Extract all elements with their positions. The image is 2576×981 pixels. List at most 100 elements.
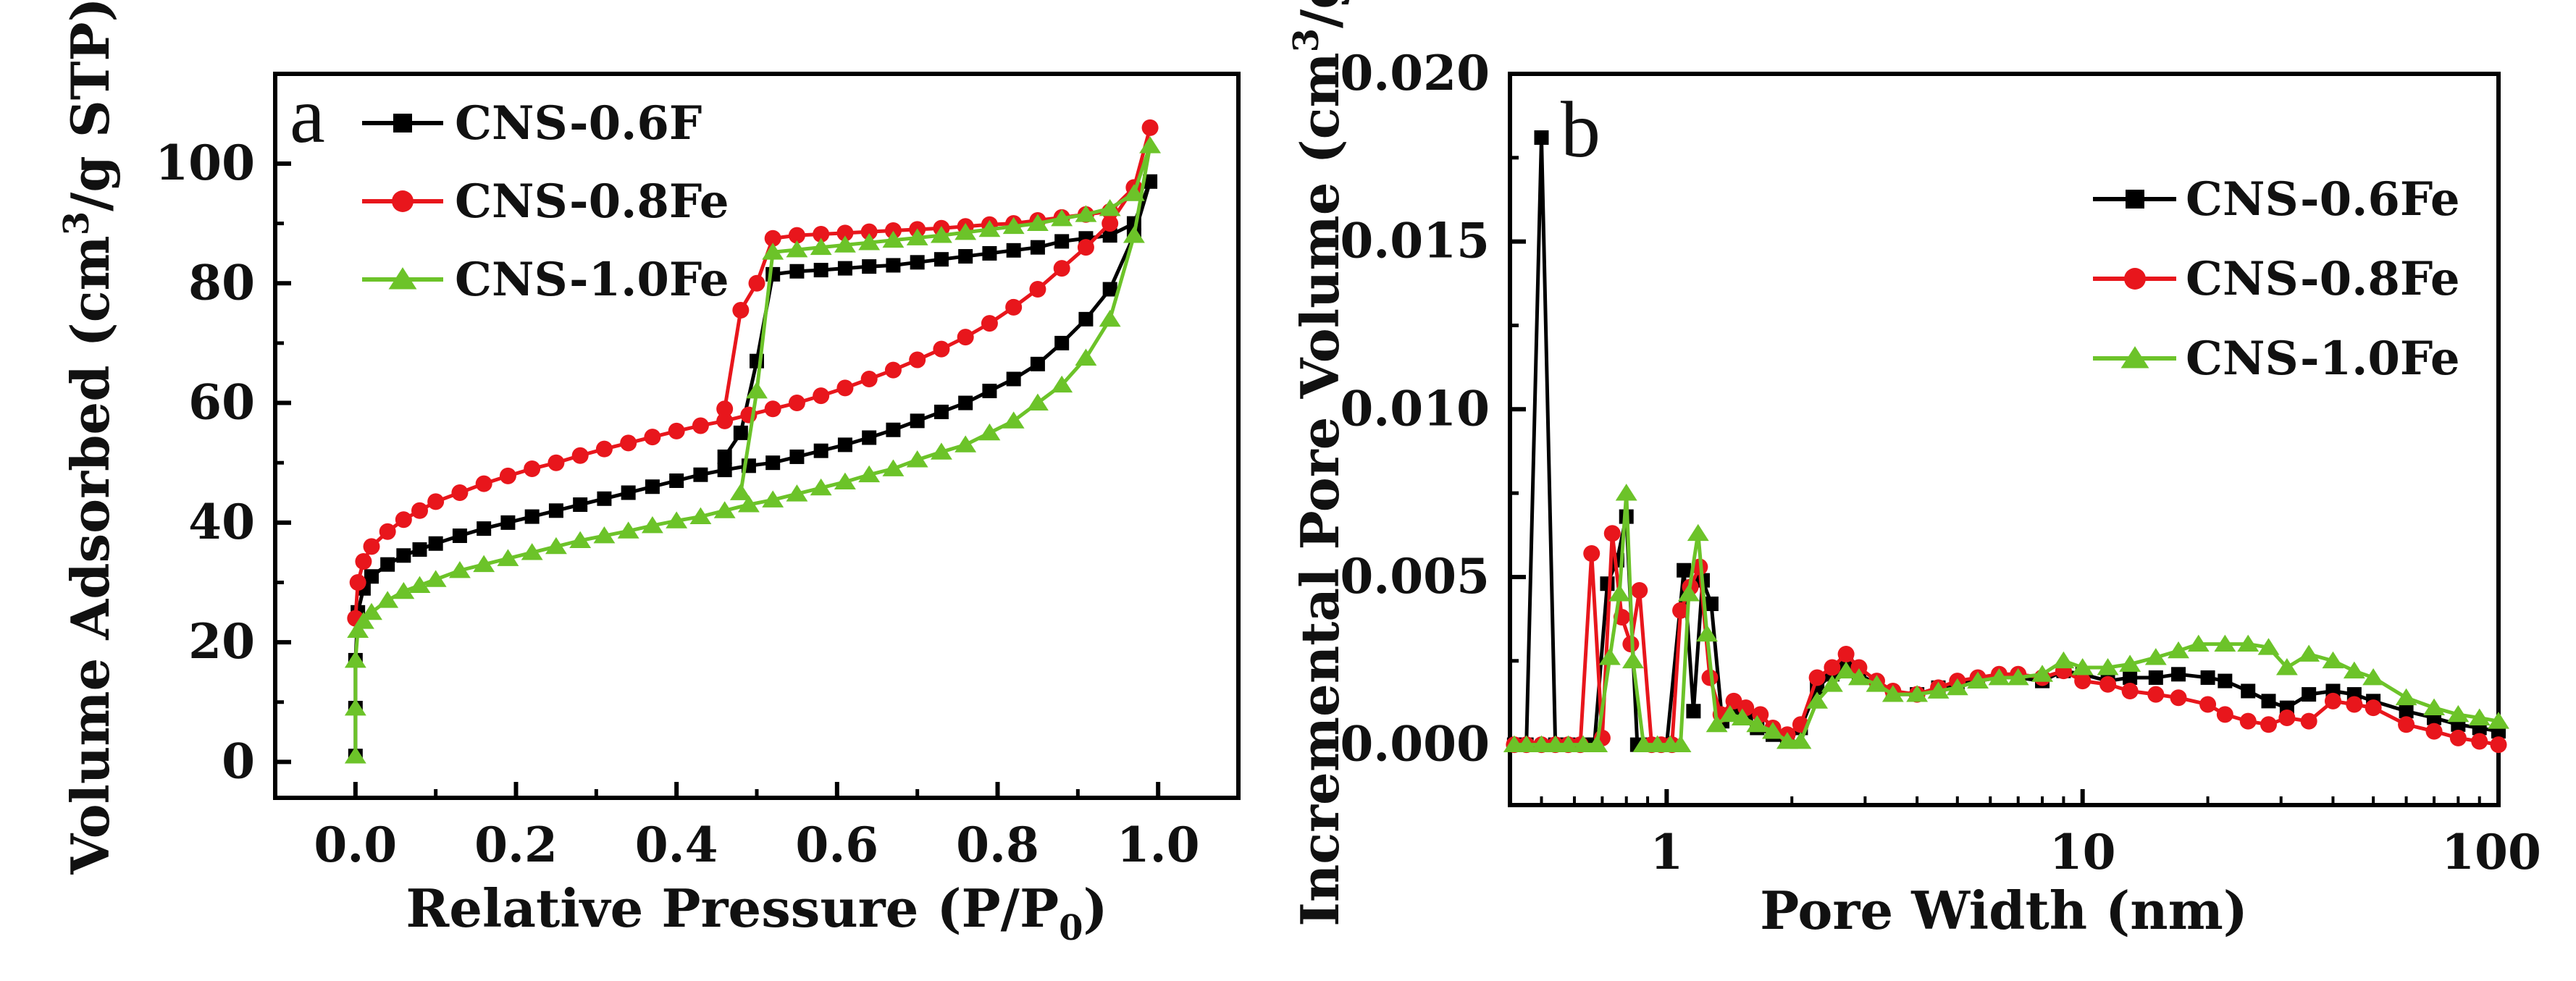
panel-a-point-cns-0-6f bbox=[934, 252, 949, 267]
panel-a-point-cns-0-8fe bbox=[884, 222, 902, 240]
panel-a-line-cns-1-0fe bbox=[353, 143, 1152, 757]
panel-a-point-cns-0-6f bbox=[886, 422, 901, 437]
panel-a-point-cns-0-8fe bbox=[1053, 260, 1070, 277]
panel-b-x-tick-label: 100 bbox=[2441, 824, 2541, 880]
panel-a-point-cns-1-0fe bbox=[858, 465, 881, 483]
panel-a-point-cns-1-0fe bbox=[569, 531, 592, 549]
panel-b-point-cns-1-0fe bbox=[2362, 668, 2385, 686]
panel-a-point-cns-1-0fe bbox=[1139, 136, 1162, 153]
panel-a-point-cns-0-8fe bbox=[395, 511, 412, 529]
panel-b-point-cns-0-8fe bbox=[2074, 673, 2092, 690]
panel-b-point-cns-0-6fe bbox=[2218, 673, 2233, 689]
panel-a-point-cns-0-6f bbox=[1102, 282, 1117, 297]
panel-a-point-cns-0-6f bbox=[934, 404, 949, 419]
panel-a-point-cns-1-0fe bbox=[1026, 214, 1049, 232]
panel-a-point-cns-0-6f bbox=[1102, 228, 1117, 243]
panel-b-y-tick-label: 0.005 bbox=[1340, 548, 1490, 605]
panel-a-point-cns-1-0fe bbox=[1075, 348, 1097, 366]
panel-b-point-cns-1-0fe bbox=[1677, 584, 1700, 602]
panel-b-point-cns-0-6fe bbox=[1534, 130, 1549, 146]
panel-b-point-cns-1-0fe bbox=[2237, 634, 2260, 652]
panel-a-point-cns-1-0fe bbox=[978, 219, 1001, 237]
panel-b-point-cns-0-6fe bbox=[2200, 670, 2215, 685]
panel-a-point-cns-0-8fe bbox=[981, 315, 998, 332]
panel-b-point-cns-1-0fe bbox=[1608, 584, 1631, 602]
panel-a-point-cns-0-8fe bbox=[957, 329, 974, 346]
panel-a-point-cns-1-0fe bbox=[762, 243, 784, 260]
panel-b-point-cns-1-0fe bbox=[1586, 735, 1608, 753]
panel-a-plot-frame bbox=[273, 72, 1241, 800]
panel-a-point-cns-0-6f bbox=[621, 485, 636, 500]
panel-b-point-cns-0-8fe bbox=[1701, 669, 1719, 686]
panel-b-point-cns-0-6fe bbox=[1686, 704, 1701, 719]
panel-a-point-cns-0-8fe bbox=[836, 379, 854, 397]
panel-b-point-cns-0-8fe bbox=[2398, 716, 2415, 733]
panel-a-point-cns-0-8fe bbox=[716, 412, 734, 429]
panel-a-point-cns-0-8fe bbox=[813, 387, 830, 405]
panel-a-point-cns-0-6f bbox=[837, 261, 852, 276]
panel-a-y-tick-label: 60 bbox=[188, 374, 255, 431]
panel-a-point-cns-0-6f bbox=[717, 463, 732, 478]
panel-a-x-tick-label: 0.2 bbox=[474, 817, 558, 873]
panel-b-point-cns-0-8fe bbox=[2425, 723, 2443, 740]
panel-a-point-cns-1-0fe bbox=[666, 511, 688, 529]
panel-b-point-cns-0-8fe bbox=[2170, 689, 2187, 707]
panel-b-point-cns-1-0fe bbox=[2097, 658, 2119, 675]
panel-b-point-cns-1-0fe bbox=[2052, 651, 2075, 669]
panel-b-point-cns-1-0fe bbox=[1731, 708, 1753, 725]
panel-b-point-cns-1-0fe bbox=[1835, 661, 1858, 679]
panel-a-point-cns-1-0fe bbox=[344, 699, 366, 716]
panel-a-point-cns-1-0fe bbox=[1075, 205, 1097, 222]
panel-b-point-cns-1-0fe bbox=[2257, 638, 2280, 655]
panel-a-point-cns-0-6f bbox=[1006, 243, 1021, 258]
panel-b-point-cns-1-0fe bbox=[2343, 661, 2365, 679]
panel-a-point-cns-1-0fe bbox=[689, 507, 712, 524]
panel-b-point-cns-1-0fe bbox=[1621, 651, 1644, 669]
panel-b-point-cns-0-8fe bbox=[1837, 646, 1855, 663]
panel-a-isotherm-chart: 0 20 40 60 80 100 0.0 0.2 0.4 0.6 0.8 1.0 a CNS-0.… bbox=[56, 0, 1241, 948]
panel-a-point-cns-0-8fe bbox=[547, 454, 565, 471]
panel-b-point-cns-1-0fe bbox=[1946, 678, 1968, 696]
panel-b-pore-distribution-chart: 0.000 0.005 0.010 0.015 0.020 1 10 100 b CNS-0… bbox=[1286, 0, 2541, 941]
panel-b-point-cns-1-0fe bbox=[1572, 735, 1595, 753]
panel-b-y-tick-label: 0.020 bbox=[1340, 45, 1490, 101]
panel-b-point-cns-1-0fe bbox=[1615, 484, 1637, 501]
panel-a-point-cns-0-6f bbox=[396, 548, 411, 563]
panel-a-x-tick-label: 0.8 bbox=[956, 817, 1039, 873]
panel-b-point-cns-1-0fe bbox=[1821, 675, 1843, 692]
panel-b-x-axis: 1 10 100 bbox=[1540, 789, 2541, 880]
panel-a-point-cns-1-0fe bbox=[1002, 411, 1025, 429]
panel-b-point-cns-1-0fe bbox=[2488, 712, 2509, 729]
panel-b-point-cns-1-0fe bbox=[2168, 641, 2189, 659]
panel-b-point-cns-0-8fe bbox=[2490, 736, 2507, 754]
panel-a-point-cns-0-6f bbox=[364, 569, 379, 584]
panel-a-point-cns-1-0fe bbox=[746, 382, 768, 399]
panel-a-point-cns-1-0fe bbox=[930, 442, 952, 460]
panel-a-point-cns-0-8fe bbox=[748, 274, 765, 292]
panel-a-letter: a bbox=[290, 71, 325, 159]
panel-b-point-cns-1-0fe bbox=[1598, 648, 1621, 665]
panel-b-x-axis-title: Pore Width (nm) bbox=[1760, 880, 2248, 941]
panel-a-point-cns-0-6f bbox=[765, 266, 781, 282]
panel-a-point-cns-0-8fe bbox=[475, 475, 492, 492]
panel-a-point-cns-0-6f bbox=[1030, 356, 1045, 371]
panel-a-point-cns-0-6f bbox=[1143, 174, 1158, 189]
panel-b-point-cns-0-8fe bbox=[2216, 706, 2233, 723]
panel-a-point-cns-0-8fe bbox=[363, 538, 380, 555]
panel-a-point-cns-0-8fe bbox=[1141, 119, 1159, 136]
panel-a-point-cns-1-0fe bbox=[834, 472, 856, 490]
panel-b-point-cns-1-0fe bbox=[1530, 735, 1553, 753]
panel-b-point-cns-0-8fe bbox=[1672, 602, 1690, 619]
panel-a-point-cns-0-8fe bbox=[860, 223, 878, 240]
panel-b-point-cns-0-8fe bbox=[2147, 686, 2165, 703]
panel-a-point-cns-0-6f bbox=[452, 529, 467, 544]
panel-a-point-cns-0-8fe bbox=[379, 523, 396, 540]
panel-b-y-tick-label: 0.010 bbox=[1340, 380, 1490, 437]
panel-a-point-cns-1-0fe bbox=[762, 490, 784, 508]
panel-b-point-cns-1-0fe bbox=[2423, 698, 2445, 716]
panel-a-point-cns-0-8fe bbox=[788, 395, 805, 412]
panel-a-point-cns-1-0fe bbox=[347, 620, 369, 638]
panel-b-point-cns-1-0fe bbox=[1687, 523, 1709, 542]
panel-b-point-cns-1-0fe bbox=[1847, 668, 1870, 686]
panel-b-point-cns-0-6fe bbox=[1677, 563, 1692, 578]
